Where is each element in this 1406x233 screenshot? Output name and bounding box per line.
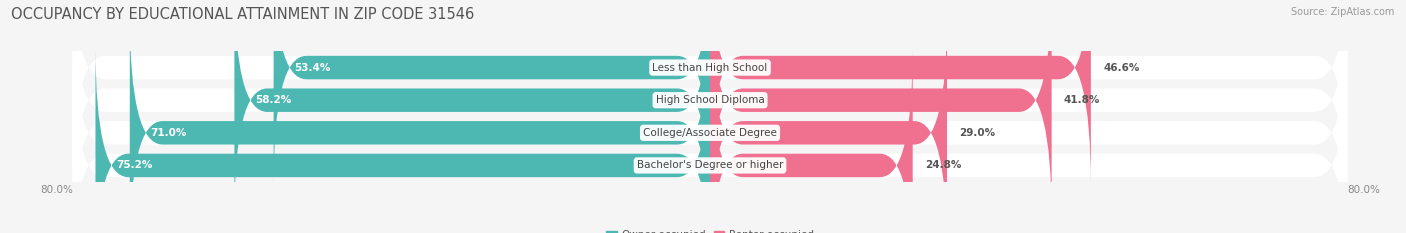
Legend: Owner-occupied, Renter-occupied: Owner-occupied, Renter-occupied xyxy=(602,226,818,233)
FancyBboxPatch shape xyxy=(274,0,710,186)
FancyBboxPatch shape xyxy=(235,0,710,219)
Text: Source: ZipAtlas.com: Source: ZipAtlas.com xyxy=(1291,7,1395,17)
Text: OCCUPANCY BY EDUCATIONAL ATTAINMENT IN ZIP CODE 31546: OCCUPANCY BY EDUCATIONAL ATTAINMENT IN Z… xyxy=(11,7,474,22)
FancyBboxPatch shape xyxy=(710,14,948,233)
Text: College/Associate Degree: College/Associate Degree xyxy=(643,128,778,138)
Text: 53.4%: 53.4% xyxy=(294,63,330,72)
FancyBboxPatch shape xyxy=(710,47,912,233)
Text: 75.2%: 75.2% xyxy=(115,161,152,170)
FancyBboxPatch shape xyxy=(96,47,710,233)
FancyBboxPatch shape xyxy=(73,0,1347,219)
FancyBboxPatch shape xyxy=(73,0,1347,186)
Text: High School Diploma: High School Diploma xyxy=(655,95,765,105)
FancyBboxPatch shape xyxy=(129,14,710,233)
Text: Bachelor's Degree or higher: Bachelor's Degree or higher xyxy=(637,161,783,170)
Text: 46.6%: 46.6% xyxy=(1104,63,1139,72)
FancyBboxPatch shape xyxy=(73,14,1347,233)
Text: 71.0%: 71.0% xyxy=(150,128,187,138)
Text: 24.8%: 24.8% xyxy=(925,161,962,170)
FancyBboxPatch shape xyxy=(710,0,1091,186)
Text: Less than High School: Less than High School xyxy=(652,63,768,72)
FancyBboxPatch shape xyxy=(710,0,1052,219)
Text: 41.8%: 41.8% xyxy=(1064,95,1101,105)
FancyBboxPatch shape xyxy=(73,47,1347,233)
Text: 58.2%: 58.2% xyxy=(254,95,291,105)
Text: 29.0%: 29.0% xyxy=(959,128,995,138)
